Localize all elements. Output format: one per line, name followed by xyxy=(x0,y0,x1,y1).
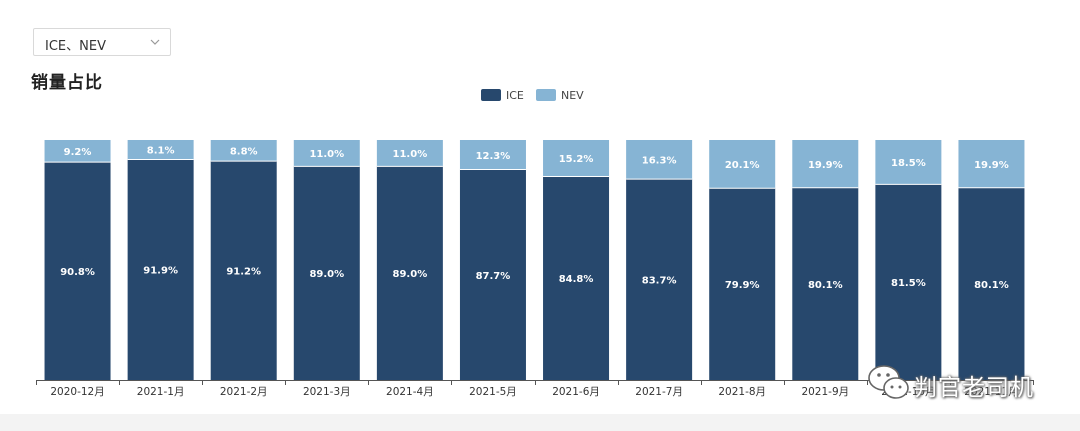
bar-nev[interactable] xyxy=(792,140,859,188)
watermark: 判官老司机 xyxy=(866,362,1033,402)
data-label-ice: 89.0% xyxy=(393,269,428,280)
bar-nev[interactable] xyxy=(543,140,610,177)
data-label-ice: 80.1% xyxy=(808,280,843,291)
data-label-nev: 8.8% xyxy=(230,147,258,158)
data-label-ice: 87.7% xyxy=(476,271,511,282)
bar-nev[interactable] xyxy=(127,140,194,160)
bar-ice[interactable] xyxy=(626,179,693,380)
bar-ice[interactable] xyxy=(44,162,111,380)
data-label-nev: 18.5% xyxy=(891,158,926,169)
data-label-ice: 79.9% xyxy=(725,280,760,291)
x-tick-label: 2021-1月 xyxy=(137,386,185,398)
data-label-ice: 83.7% xyxy=(642,276,677,287)
legend-label-nev[interactable]: NEV xyxy=(561,89,584,102)
bar-nev[interactable] xyxy=(293,140,360,167)
x-tick-label: 2021-5月 xyxy=(469,386,517,398)
chevron-down-icon xyxy=(150,39,160,45)
legend-swatch-nev[interactable] xyxy=(536,89,556,101)
bar-nev[interactable] xyxy=(44,140,111,163)
data-label-nev: 19.9% xyxy=(974,160,1009,171)
bar-ice[interactable] xyxy=(709,188,776,380)
x-tick-label: 2021-11月 xyxy=(964,386,1018,398)
x-tick-label: 2021-9月 xyxy=(801,386,849,398)
data-label-nev: 16.3% xyxy=(642,156,677,167)
data-label-ice: 91.9% xyxy=(143,266,178,277)
data-label-ice: 80.1% xyxy=(974,280,1009,291)
bar-ice[interactable] xyxy=(958,187,1025,380)
bottom-strip xyxy=(0,414,1080,431)
watermark-text: 判官老司机 xyxy=(914,375,1034,401)
bar-nev[interactable] xyxy=(709,140,776,189)
x-tick-label: 2021-6月 xyxy=(552,386,600,398)
data-label-nev: 20.1% xyxy=(725,160,760,171)
legend-label-ice[interactable]: ICE xyxy=(506,89,524,102)
bar-ice[interactable] xyxy=(792,187,859,380)
stacked-bar-chart: ICE NEV 90.8% 9.2% 91.9% 8.1% 91.2% 8.8% 89.0% 11… xyxy=(36,89,1034,398)
bar-ice[interactable] xyxy=(127,159,194,380)
bar-nev[interactable] xyxy=(958,140,1025,188)
bar-ice[interactable] xyxy=(210,161,277,380)
x-tick-label: 2021-2月 xyxy=(220,386,268,398)
bar-ice[interactable] xyxy=(459,169,526,380)
bar-nev[interactable] xyxy=(376,140,443,167)
x-tick-label: 2021-4月 xyxy=(386,386,434,398)
series-select-dropdown[interactable]: ICE、NEV xyxy=(33,28,171,56)
data-label-ice: 90.8% xyxy=(60,267,95,278)
bar-ice[interactable] xyxy=(875,184,942,380)
series-select-value: ICE、NEV xyxy=(45,39,106,54)
data-label-nev: 8.1% xyxy=(147,146,175,157)
data-label-ice: 89.0% xyxy=(309,269,344,280)
chart-title: 销量占比 xyxy=(31,73,103,93)
bar-ice[interactable] xyxy=(376,166,443,380)
data-label-nev: 19.9% xyxy=(808,160,843,171)
bar-nev[interactable] xyxy=(459,140,526,170)
data-label-ice: 91.2% xyxy=(226,267,261,278)
data-label-nev: 11.0% xyxy=(393,149,428,160)
legend-swatch-ice[interactable] xyxy=(481,89,501,101)
bar-nev[interactable] xyxy=(626,140,693,180)
bar-ice[interactable] xyxy=(543,176,610,380)
x-tick-label: 2020-12月 xyxy=(50,386,104,398)
data-label-ice: 84.8% xyxy=(559,274,594,285)
x-tick-label: 2021-3月 xyxy=(303,386,351,398)
bar-nev[interactable] xyxy=(875,140,942,185)
data-label-nev: 15.2% xyxy=(559,154,594,165)
x-tick-label: 2021-7月 xyxy=(635,386,683,398)
bar-ice[interactable] xyxy=(293,166,360,380)
data-label-ice: 81.5% xyxy=(891,278,926,289)
wechat-logo-icon xyxy=(868,365,909,399)
data-label-nev: 9.2% xyxy=(64,147,92,158)
x-tick-label: 2021-8月 xyxy=(718,386,766,398)
data-label-nev: 11.0% xyxy=(309,149,344,160)
bar-nev[interactable] xyxy=(210,140,277,162)
data-label-nev: 12.3% xyxy=(476,151,511,162)
